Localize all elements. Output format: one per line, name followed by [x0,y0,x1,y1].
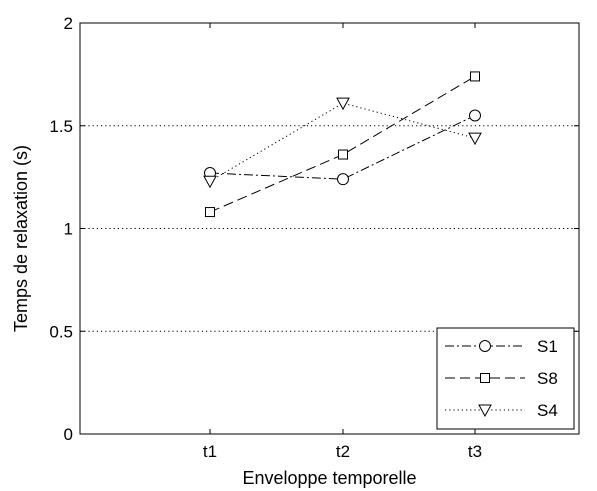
x-tick-label: t2 [336,442,350,461]
series-line-S4 [209,102,476,182]
legend-label-S1: S1 [537,337,558,356]
legend-marker-S4 [478,404,492,418]
legend-marker-S8 [480,373,490,383]
y-tick-label: 1.5 [49,117,73,136]
data-point-S8 [205,207,215,218]
series-S8 [205,71,480,218]
legend-marker-S1 [479,340,491,352]
y-tick-label: 0.5 [49,322,73,341]
data-point-S4 [468,132,482,146]
series-line-S8 [209,75,476,213]
x-tick-label: t3 [468,442,482,461]
data-point-S8 [470,71,480,82]
data-point-S4 [203,175,217,189]
x-axis-label: Enveloppe temporelle [242,468,416,488]
data-point-S4 [336,97,350,111]
legend: S1 S8 S4 [436,327,575,430]
legend-label-S8: S8 [537,369,558,388]
data-point-S8 [338,149,348,160]
y-tick-label: 0 [64,425,73,444]
y-tick-label: 1 [64,220,73,239]
series-lines [203,71,482,218]
y-tick-label: 2 [64,14,73,33]
axis-ticks: 0 0.5 1 1.5 2 t1 t2 t3 [49,14,579,461]
data-point-S1 [337,173,349,186]
data-point-S1 [469,109,481,122]
series-S1 [204,109,481,186]
x-tick-label: t1 [203,442,217,461]
legend-label-S4: S4 [537,401,558,420]
series-line-S1 [209,115,476,180]
grid-lines [80,125,579,332]
series-S4 [203,97,482,189]
y-axis-label: Temps de relaxation (s) [11,145,31,332]
